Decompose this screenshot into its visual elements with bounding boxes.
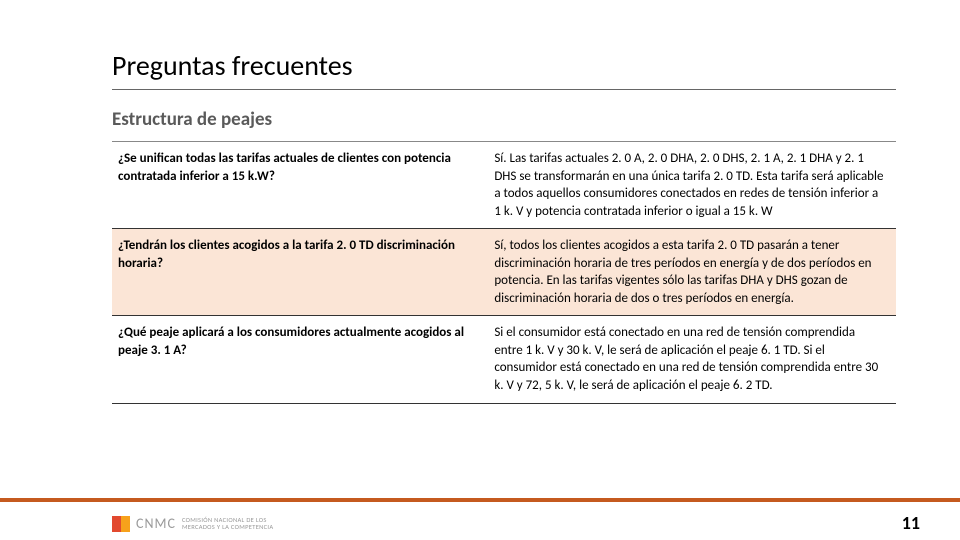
page-number: 11 bbox=[902, 512, 920, 534]
faq-answer: Sí, todos los clientes acogidos a esta t… bbox=[488, 229, 896, 316]
faq-question: ¿Tendrán los clientes acogidos a la tari… bbox=[112, 229, 488, 316]
slide-page: Preguntas frecuentes Estructura de peaje… bbox=[0, 0, 960, 540]
title-divider bbox=[112, 89, 896, 90]
page-title: Preguntas frecuentes bbox=[112, 48, 896, 83]
faq-table: ¿Se unifican todas las tarifas actuales … bbox=[112, 142, 896, 404]
logo-swatch bbox=[112, 516, 121, 532]
footer-bar: CNMC COMISIÓN NACIONAL DE LOS MERCADOS Y… bbox=[0, 498, 960, 540]
faq-question: ¿Qué peaje aplicará a los consumidores a… bbox=[112, 316, 488, 403]
faq-question: ¿Se unifican todas las tarifas actuales … bbox=[112, 142, 488, 229]
logo-mark-icon bbox=[112, 516, 130, 532]
cnmc-logo: CNMC COMISIÓN NACIONAL DE LOS MERCADOS Y… bbox=[112, 515, 273, 532]
logo-subtext: COMISIÓN NACIONAL DE LOS MERCADOS Y LA C… bbox=[182, 517, 274, 531]
faq-answer: Sí. Las tarifas actuales 2. 0 A, 2. 0 DH… bbox=[488, 142, 896, 229]
faq-answer: Si el consumidor está conectado en una r… bbox=[488, 316, 896, 403]
logo-sub-line: MERCADOS Y LA COMPETENCIA bbox=[182, 523, 274, 531]
logo-swatch bbox=[121, 516, 130, 532]
table-row: ¿Qué peaje aplicará a los consumidores a… bbox=[112, 316, 896, 403]
section-subtitle: Estructura de peajes bbox=[112, 108, 896, 131]
logo-text: CNMC bbox=[136, 515, 176, 532]
table-row: ¿Se unifican todas las tarifas actuales … bbox=[112, 142, 896, 229]
table-row: ¿Tendrán los clientes acogidos a la tari… bbox=[112, 229, 896, 316]
